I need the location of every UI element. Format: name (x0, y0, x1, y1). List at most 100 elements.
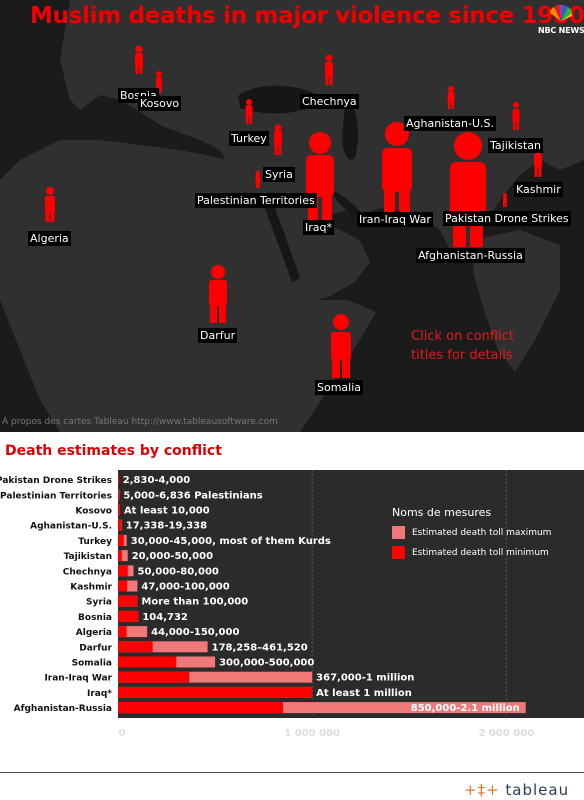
category-label: Pakistan Drone Strikes (0, 476, 112, 486)
x-tick-label: 1 000 000 (284, 728, 340, 739)
legend-swatch-maximum (392, 526, 405, 539)
label-darfur[interactable]: Darfur (198, 328, 238, 343)
person-icon-algeria (45, 187, 55, 222)
data-label: 47,000-100,000 (141, 582, 229, 593)
bar-minimum (118, 504, 120, 516)
label-chechnya[interactable]: Chechnya (300, 94, 359, 109)
click-hint: Click on conflict titles for details (411, 329, 514, 363)
bar-minimum (118, 641, 153, 653)
data-label: 44,000-150,000 (151, 627, 239, 638)
data-label: At least 1 million (316, 688, 412, 699)
bar-chart: Pakistan Drone Strikes 2,830-4,000 Palesti… (0, 470, 534, 740)
legend-swatch-minimum (392, 546, 405, 559)
category-label: Aghanistan-U.S. (30, 522, 112, 532)
person-icon-darfur (209, 265, 227, 323)
label-somalia[interactable]: Somalia (315, 380, 364, 395)
data-label: 17,338-19,338 (126, 521, 207, 532)
bar-minimum (118, 610, 139, 622)
category-label: Iran-Iraq War (44, 674, 112, 684)
category-label: Syria (86, 598, 112, 608)
data-label: 104,732 (142, 612, 188, 623)
category-label: Somalia (72, 659, 112, 669)
person-icon-syria (274, 124, 282, 155)
chart-legend: Noms de mesures Estimated death toll max… (392, 506, 572, 566)
tableau-mark-icon: +‡+ (464, 781, 500, 799)
footer-rule (0, 772, 584, 773)
data-label: 178,258–461,520 (212, 642, 308, 653)
legend-item-maximum[interactable]: Estimated death toll maximum (392, 526, 572, 539)
label-algeria[interactable]: Algeria (28, 231, 71, 246)
label-syria[interactable]: Syria (263, 167, 295, 182)
data-label: 30,000-45,000, most of them Kurds (131, 536, 331, 547)
category-label-column (0, 470, 118, 719)
bar-maximum (118, 550, 128, 562)
map-background (0, 0, 584, 432)
bar-minimum (118, 534, 124, 546)
person-icon-chechnya (325, 54, 333, 85)
person-icon-iran-iraq (382, 122, 412, 216)
person-icon-tajikistan (512, 102, 520, 130)
person-icon-pakistan-small (503, 193, 507, 207)
peacock-icon (550, 4, 572, 22)
axis-corner (0, 718, 118, 740)
legend-title: Noms de mesures (392, 506, 492, 519)
nbc-news-logo: NBC NEWS (538, 4, 584, 35)
label-palestinian-territories[interactable]: Palestinian Territories (195, 193, 317, 208)
bar-maximum (118, 641, 208, 653)
bar-minimum (118, 474, 119, 486)
sea-caspian (342, 100, 359, 160)
bar-maximum (118, 580, 138, 592)
bar-maximum (118, 702, 526, 714)
label-iraq[interactable]: Iraq* (303, 220, 334, 235)
label-kashmir[interactable]: Kashmir (514, 182, 563, 197)
bar-minimum (118, 489, 119, 501)
label-afghanistan-us[interactable]: Aghanistan-U.S. (404, 116, 496, 131)
person-icon-iraq (306, 132, 334, 223)
bar-maximum (118, 671, 313, 683)
legend-item-minimum[interactable]: Estimated death toll minimum (392, 546, 572, 559)
person-icon-palestinian (255, 170, 261, 188)
tableau-wordmark: tableau (505, 781, 570, 799)
label-iran-iraq-war[interactable]: Iran-Iraq War (357, 212, 433, 227)
data-label: 5,000-6,836 Palestinians (123, 490, 262, 501)
label-pakistan-drone-strikes[interactable]: Pakistan Drone Strikes (443, 211, 571, 226)
data-label: 367,000-1 million (316, 673, 414, 684)
category-label: Turkey (78, 537, 112, 547)
label-afghanistan-russia[interactable]: Afghanistan-Russia (416, 248, 525, 263)
data-label: At least 10,000 (124, 506, 210, 517)
category-label: Kosovo (75, 507, 112, 517)
bar-minimum (118, 595, 138, 607)
person-icon-afghanistan-us (447, 86, 455, 109)
data-label: 20,000-50,000 (132, 551, 213, 562)
bar-minimum (118, 702, 284, 714)
x-tick-label: 0 (119, 728, 126, 739)
category-label: Kashmir (70, 583, 112, 593)
label-kosovo[interactable]: Kosovo (138, 96, 182, 111)
data-label: 300,000-500,000 (219, 658, 314, 669)
map-title: Muslim deaths in major violence since 19… (30, 3, 584, 29)
map-attribution[interactable]: À propos des cartes Tableau http://www.t… (2, 417, 278, 427)
category-label: Bosnia (78, 613, 112, 623)
bar-minimum (118, 671, 190, 683)
bar-minimum (118, 550, 122, 562)
bar-minimum (118, 626, 127, 638)
category-label: Tajikistan (64, 552, 112, 562)
sea-red (262, 200, 300, 282)
tableau-logo[interactable]: +‡+ tableau (464, 781, 569, 799)
legend-label-minimum: Estimated death toll minimum (412, 547, 549, 558)
map-panel[interactable]: Muslim deaths in major violence since 19… (0, 0, 584, 432)
person-icon-somalia (331, 314, 351, 378)
legend-label-maximum: Estimated death toll maximum (412, 527, 552, 538)
nbc-news-text: NBC NEWS (538, 26, 584, 35)
bar-minimum (118, 565, 128, 577)
bar-minimum (118, 580, 128, 592)
label-tajikistan[interactable]: Tajikistan (488, 138, 543, 153)
section-title: Death estimates by conflict (5, 443, 222, 459)
bar-maximum (118, 626, 148, 638)
data-label: 2,830-4,000 (123, 475, 190, 486)
data-label: 50,000-80,000 (138, 566, 219, 577)
data-label: More than 100,000 (141, 597, 248, 608)
category-label: Palestinian Territories (0, 491, 112, 501)
sea-persian-gulf (332, 190, 366, 218)
label-turkey[interactable]: Turkey (229, 131, 269, 146)
